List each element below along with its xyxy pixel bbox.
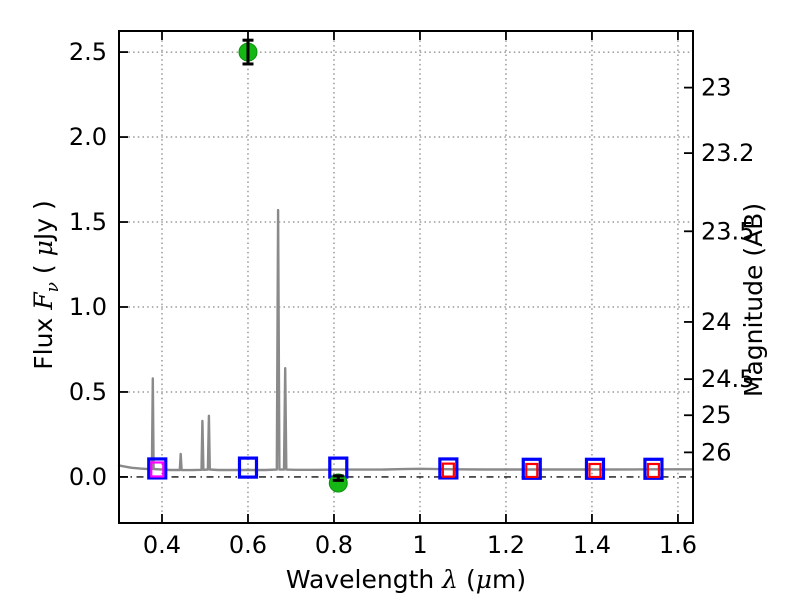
y-tick-label-left: 1.0	[69, 293, 107, 321]
x-tick-label: 1.2	[487, 531, 525, 559]
y-axis-label-right: Magnitude (AB)	[739, 203, 768, 397]
y-tick-label-left: 2.0	[69, 123, 107, 151]
y-tick-label-right: 23.2	[701, 139, 754, 167]
x-tick-label: 0.6	[229, 531, 267, 559]
y-tick-label-right: 24.5	[701, 365, 754, 393]
observed-point-marker	[328, 473, 348, 493]
x-tick-label: 1	[412, 531, 427, 559]
y-tick-label-right: 25	[701, 401, 732, 429]
x-axis-label-segment: Wavelength	[286, 565, 442, 594]
y-axis-label-left-segment: μ	[29, 240, 58, 256]
y-tick-label-right: 23	[701, 74, 732, 102]
x-axis-label: Wavelength λ (μm)	[286, 565, 526, 594]
y-axis-label-left-segment: Flux	[29, 310, 58, 370]
y-tick-label-left: 0.0	[69, 463, 107, 491]
y-tick-label-left: 1.5	[69, 208, 107, 236]
model-photometry-red-marker	[646, 462, 661, 479]
y-axis-label-left-segment: F	[29, 291, 58, 311]
y-tick-label-right: 23.5	[701, 217, 754, 245]
model-photometry-blue-marker	[521, 457, 542, 480]
y-tick-label-left: 0.5	[69, 378, 107, 406]
model-photometry-blue-marker	[643, 457, 664, 480]
x-axis-label-segment: m)	[492, 565, 526, 594]
spectrum-line	[117, 208, 695, 472]
model-photometry-red-marker	[441, 462, 455, 478]
x-tick-label: 1.6	[659, 531, 697, 559]
model-photometry-blue-marker	[147, 457, 168, 480]
x-tick-label: 0.4	[143, 531, 181, 559]
axes-frame	[118, 30, 694, 524]
x-axis-label-segment: μ	[476, 565, 492, 594]
x-tick-label: 0.8	[315, 531, 353, 559]
x-tick-label: 1.4	[573, 531, 611, 559]
x-axis-label-segment: (	[458, 565, 476, 594]
y-axis-label-left-segment: ν	[43, 282, 63, 292]
model-photometry-blue-marker	[584, 457, 606, 480]
y-axis-label-left-segment: (	[29, 256, 58, 282]
x-axis-label-segment: λ	[441, 565, 458, 594]
y-tick-label-right: 26	[701, 438, 732, 466]
model-photometry-blue-marker	[237, 456, 259, 479]
y-tick-label-right: 24	[701, 308, 732, 336]
y-tick-label-left: 2.5	[69, 38, 107, 66]
y-axis-label-left: Flux Fν ( μJy )	[29, 200, 63, 369]
model-photometry-blue-marker	[438, 457, 459, 480]
y-axis-label-left-segment: Jy )	[29, 200, 58, 242]
model-photometry-red-marker	[588, 462, 602, 479]
model-photometry-magenta-marker	[150, 461, 165, 478]
model-photometry-red-marker	[525, 462, 539, 479]
